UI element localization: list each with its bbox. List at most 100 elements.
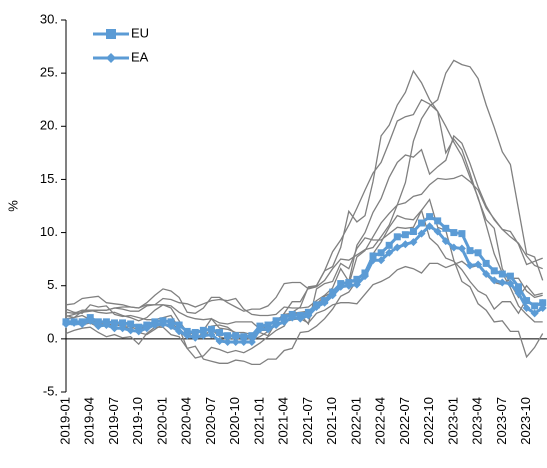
- marker: [418, 219, 426, 227]
- country-line: [65, 98, 543, 341]
- marker: [158, 319, 167, 328]
- marker: [86, 316, 95, 325]
- y-tick-label: -5.: [43, 383, 58, 398]
- legend-label: EA: [131, 49, 149, 64]
- country-line: [65, 134, 543, 318]
- marker: [78, 319, 87, 328]
- marker: [239, 338, 248, 347]
- marker: [434, 217, 442, 225]
- x-tick-label: 2021-01: [251, 397, 266, 445]
- marker: [248, 332, 256, 340]
- x-tick-label: 2022-04: [373, 397, 388, 445]
- marker: [224, 332, 232, 340]
- marker: [264, 321, 272, 329]
- marker: [142, 324, 151, 333]
- marker: [167, 318, 175, 326]
- marker: [62, 319, 70, 328]
- marker: [506, 272, 514, 280]
- marker: [183, 331, 192, 340]
- marker: [401, 240, 410, 249]
- country-line: [65, 208, 544, 366]
- marker: [207, 325, 215, 333]
- marker: [377, 256, 386, 265]
- marker: [457, 244, 466, 253]
- marker: [94, 318, 102, 326]
- y-tick-label: 15.: [40, 171, 58, 186]
- marker: [506, 279, 515, 288]
- marker: [304, 311, 313, 320]
- marker: [191, 328, 199, 336]
- marker: [215, 336, 224, 345]
- marker: [352, 280, 361, 289]
- y-tick-label: 10.: [40, 224, 58, 239]
- marker: [474, 249, 482, 257]
- x-tick-label: 2021-07: [300, 397, 315, 445]
- marker: [522, 304, 531, 313]
- marker: [296, 314, 305, 323]
- marker: [409, 238, 418, 247]
- marker: [223, 338, 232, 347]
- x-tick-label: 2023-07: [494, 397, 509, 445]
- marker: [102, 321, 111, 330]
- marker: [369, 256, 378, 265]
- marker: [458, 230, 466, 238]
- marker: [328, 291, 337, 300]
- marker: [320, 298, 329, 307]
- marker: [247, 338, 256, 347]
- x-tick-label: 2022-10: [421, 397, 436, 445]
- marker: [360, 272, 369, 281]
- marker: [191, 333, 200, 342]
- marker: [450, 229, 458, 237]
- marker: [272, 321, 281, 330]
- x-tick-label: 2019-01: [57, 397, 72, 445]
- marker: [530, 309, 539, 318]
- marker: [442, 224, 450, 232]
- y-tick-label: 25.: [40, 65, 58, 80]
- marker: [482, 270, 491, 279]
- x-tick-label: 2021-04: [276, 397, 291, 445]
- marker: [466, 247, 474, 255]
- x-tick-label: 2022-01: [348, 397, 363, 445]
- marker: [482, 259, 490, 267]
- marker: [393, 233, 401, 241]
- marker: [280, 317, 289, 326]
- legend-marker: [106, 29, 116, 39]
- marker: [490, 267, 498, 275]
- marker: [255, 325, 264, 334]
- marker: [401, 231, 409, 239]
- marker: [538, 304, 547, 313]
- marker: [417, 229, 426, 238]
- x-tick-label: 2023-04: [470, 397, 485, 445]
- x-tick-label: 2020-10: [227, 397, 242, 445]
- country-line: [65, 69, 543, 359]
- marker: [531, 302, 539, 310]
- marker: [199, 326, 207, 334]
- marker: [134, 327, 143, 336]
- marker: [207, 330, 216, 339]
- legend-marker: [106, 53, 116, 63]
- marker: [474, 260, 483, 269]
- marker: [336, 282, 345, 291]
- marker: [498, 270, 506, 278]
- marker: [344, 281, 353, 290]
- x-tick-label: 2020-04: [179, 397, 194, 445]
- marker: [110, 324, 119, 333]
- marker: [199, 331, 208, 340]
- marker: [280, 314, 288, 322]
- marker: [409, 228, 417, 236]
- marker: [175, 327, 184, 336]
- x-tick-label: 2023-10: [518, 397, 533, 445]
- marker: [127, 320, 135, 328]
- marker: [150, 321, 159, 330]
- marker: [167, 322, 176, 331]
- marker: [426, 213, 434, 221]
- marker: [369, 252, 377, 260]
- country-line: [65, 59, 544, 314]
- marker: [175, 321, 183, 329]
- y-tick-label: 0.: [47, 330, 58, 345]
- marker: [272, 317, 280, 325]
- marker: [126, 326, 135, 335]
- marker: [385, 241, 393, 249]
- marker: [498, 278, 507, 287]
